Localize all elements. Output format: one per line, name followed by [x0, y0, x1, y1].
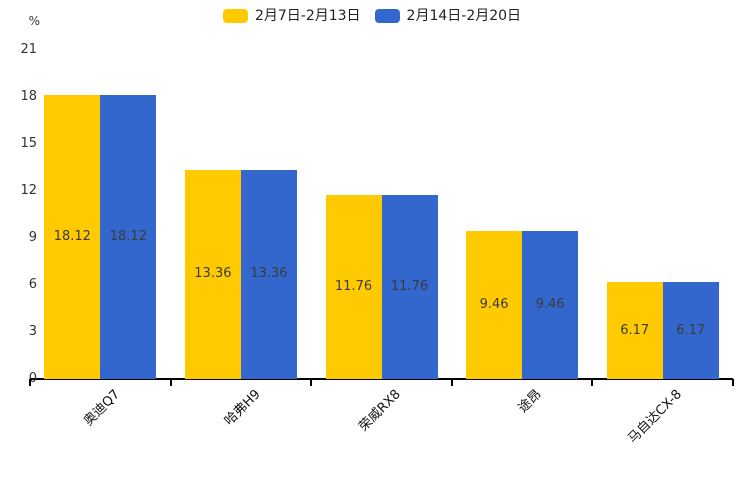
legend-swatch [222, 9, 248, 23]
bar-series-2-荣威RX8 [381, 194, 438, 379]
bar-series-2-奥迪Q7 [100, 95, 157, 379]
bar-value-label: 11.76 [334, 278, 373, 294]
bar-series-2-途昂 [522, 230, 579, 379]
bar-value-label: 13.36 [250, 266, 288, 282]
x-axis-tick [169, 379, 172, 386]
legend-label: 2月14日-2月20日 [406, 8, 522, 24]
bar-series-2-马自达CX-8 [662, 282, 719, 379]
x-axis-tick [732, 379, 734, 386]
x-axis-line [30, 378, 733, 380]
bar-series-1-奥迪Q7 [44, 95, 101, 379]
x-axis-tick [591, 379, 594, 386]
y-tick-label: 0 [28, 371, 37, 386]
bar-value-label: 18.12 [53, 229, 91, 245]
bar-series-1-马自达CX-8 [606, 282, 663, 379]
bar-value-label: 6.17 [676, 322, 706, 338]
x-category-label: 荣威RX8 [356, 387, 405, 435]
bar-series-2-哈弗H9 [240, 169, 297, 379]
x-axis-tick [29, 379, 31, 386]
y-tick-label: 12 [20, 183, 37, 198]
x-axis-tick [450, 379, 453, 386]
legend-item: 2月14日-2月20日 [374, 8, 522, 24]
bar-value-label: 18.12 [109, 229, 147, 245]
y-tick-label: 6 [28, 277, 37, 292]
legend-swatch [374, 9, 400, 23]
x-category-label: 途昂 [515, 387, 545, 417]
y-tick-label: 9 [28, 230, 37, 245]
y-axis-unit-label: % [28, 14, 40, 28]
bar-value-label: 6.17 [620, 322, 650, 338]
y-tick-label: 21 [20, 42, 37, 57]
bar-value-label: 9.46 [535, 296, 565, 312]
legend-item: 2月7日-2月13日 [222, 8, 361, 24]
bar-value-label: 9.46 [479, 296, 509, 312]
bar-value-label: 13.36 [194, 266, 232, 282]
bar-value-label: 11.76 [390, 278, 429, 294]
x-category-label: 奥迪Q7 [80, 387, 123, 430]
chart-legend: 2月7日-2月13日 2月14日-2月20日 [0, 8, 744, 24]
legend-label: 2月7日-2月13日 [254, 8, 361, 24]
y-tick-label: 15 [20, 136, 37, 151]
bar-series-1-哈弗H9 [184, 169, 241, 379]
y-tick-label: 18 [20, 89, 37, 104]
x-axis-tick [310, 379, 313, 386]
x-category-label: 哈弗H9 [221, 387, 264, 429]
x-category-label: 马自达CX-8 [625, 387, 686, 447]
y-tick-label: 3 [28, 324, 37, 339]
bar-series-1-途昂 [466, 230, 523, 379]
bar-series-1-荣威RX8 [325, 194, 382, 379]
